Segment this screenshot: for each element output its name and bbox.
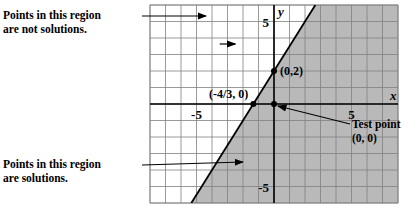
leader-arrow	[278, 106, 350, 124]
plot-frame	[150, 5, 398, 203]
y-axis-label: y	[276, 4, 284, 19]
point	[250, 101, 256, 107]
region-note: Points in this region	[3, 158, 101, 171]
plot-bg	[150, 5, 398, 203]
leader-arrow	[142, 162, 243, 165]
point	[271, 68, 277, 74]
leader-arrow	[142, 15, 206, 16]
marks-top	[191, 5, 315, 203]
x-tick-label: -5	[191, 107, 202, 122]
test-point-note: Test point	[352, 118, 401, 131]
region-note: are not solutions.	[3, 23, 87, 35]
point-label: (0,2)	[280, 64, 303, 78]
chart: -55-55xyPoints in this regionare not sol…	[0, 0, 419, 210]
x-axis-label: x	[389, 88, 397, 103]
leader-arrow	[220, 43, 236, 44]
grid	[150, 5, 398, 203]
region-note: are solutions.	[3, 172, 68, 184]
y-tick-label: -5	[258, 180, 269, 195]
region-note: Points in this region	[3, 9, 101, 22]
y-tick-label: 5	[263, 15, 270, 30]
boundary-line	[191, 5, 315, 203]
point-label: (-4/3, 0)	[209, 87, 248, 101]
point	[271, 101, 277, 107]
test-point-note: (0, 0)	[352, 132, 377, 145]
